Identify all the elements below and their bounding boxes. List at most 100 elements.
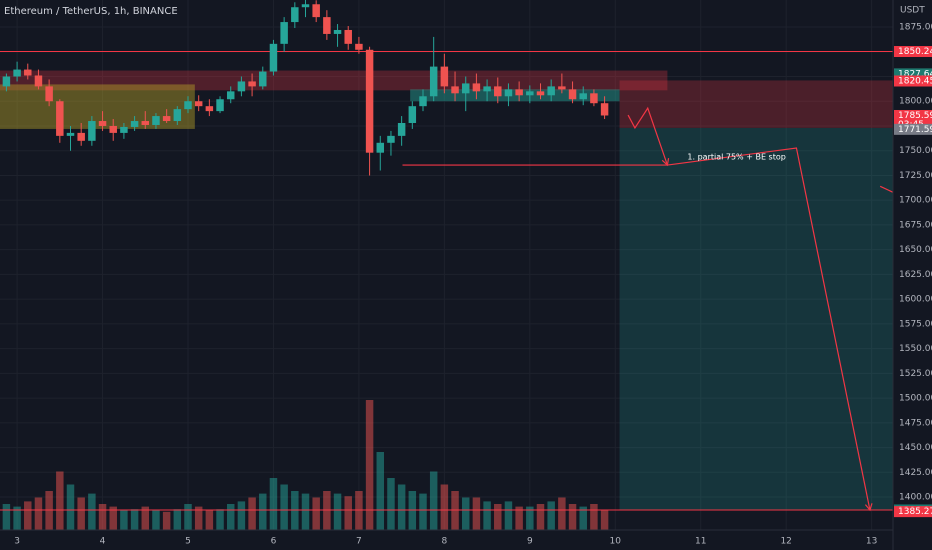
candle-body <box>558 86 566 90</box>
zone <box>619 80 893 128</box>
price-label-bg <box>894 46 932 58</box>
candle-body <box>397 123 406 136</box>
y-tick-label: 1600.00 <box>899 295 932 305</box>
candle-body <box>269 43 278 72</box>
price-label-bg <box>894 506 932 518</box>
volume-bar <box>408 491 417 530</box>
candle-body <box>45 86 53 102</box>
volume-bar <box>397 484 406 530</box>
volume-bar <box>472 497 481 530</box>
y-tick-label: 1450.00 <box>899 443 932 453</box>
chart-title: Ethereum / TetherUS, 1h, BINANCE <box>4 6 178 17</box>
candle-body <box>141 121 150 125</box>
volume-bar <box>344 496 352 530</box>
candle-body <box>408 106 417 124</box>
price-label: 1820.45 <box>898 76 932 86</box>
volume-bar <box>376 452 385 530</box>
volume-bar <box>312 497 320 530</box>
x-tick-label: 7 <box>356 537 362 547</box>
trend-drawing <box>627 106 668 166</box>
y-tick-label: 1700.00 <box>899 196 932 206</box>
candle-body <box>451 86 459 94</box>
volume-bar <box>194 506 203 530</box>
candle-body <box>98 121 107 126</box>
annotation: 1. partial 75% + BE stop <box>687 153 785 162</box>
candle-body <box>66 132 75 136</box>
volume-bar <box>579 506 587 530</box>
volume-bar <box>98 504 107 530</box>
volume-bar <box>419 493 427 530</box>
zone <box>619 127 893 510</box>
volume-bar <box>130 509 139 530</box>
y-tick-label: 1875.00 <box>899 23 932 33</box>
x-tick-label: 10 <box>610 537 622 547</box>
volume-bar <box>280 484 288 530</box>
x-tick-label: 12 <box>780 537 791 547</box>
candle-body <box>494 86 502 97</box>
back-layer <box>0 0 893 530</box>
y-tick-label: 1525.00 <box>899 369 932 379</box>
candle-body <box>526 91 534 96</box>
y-tick-label: 1625.00 <box>899 270 932 280</box>
candle-body <box>483 86 491 92</box>
volume-bar <box>248 497 256 530</box>
candle-body <box>376 142 385 153</box>
candle-body <box>429 66 438 97</box>
x-tick-label: 4 <box>100 537 106 547</box>
candle-body <box>88 121 96 141</box>
candle-body <box>504 89 513 97</box>
zone <box>410 89 620 102</box>
candle-body <box>34 75 43 87</box>
x-tick-label: 11 <box>695 537 706 547</box>
zone <box>0 84 195 129</box>
candle-body <box>365 49 374 153</box>
volume-bar <box>34 497 43 530</box>
volume-bar <box>205 510 214 530</box>
volume-bar <box>184 504 192 530</box>
candle-body <box>152 116 160 125</box>
y-tick-label: 1650.00 <box>899 245 932 255</box>
candle-body <box>312 4 320 18</box>
candle-body <box>472 83 481 92</box>
y-tick-label: 1400.00 <box>899 493 932 503</box>
candle-body <box>344 29 352 44</box>
candle-body <box>216 99 224 112</box>
volume-bar <box>355 491 363 530</box>
candle-body <box>515 89 523 96</box>
candle-body <box>461 83 470 94</box>
y-tick-label: 1725.00 <box>899 171 932 181</box>
volume-bar <box>216 509 224 530</box>
volume-bar <box>13 506 21 530</box>
trend-drawing <box>879 185 894 193</box>
y-tick-label: 1475.00 <box>899 418 932 428</box>
price-label: 1385.27 <box>898 507 932 517</box>
volume-bar <box>45 491 53 530</box>
y-tick-label: 1750.00 <box>899 146 932 156</box>
y-tick-label: 1575.00 <box>899 319 932 329</box>
candle-body <box>355 43 363 50</box>
candle-body <box>248 81 256 87</box>
candle-body <box>13 69 21 77</box>
volume-bar <box>590 504 598 530</box>
volume-bar <box>323 491 331 530</box>
volume-bar <box>269 478 278 530</box>
candle-body <box>162 116 171 122</box>
volume-bar <box>141 506 150 530</box>
arrow-head <box>864 503 873 512</box>
price-label: 1827.64 <box>898 69 932 79</box>
volume-bar <box>568 504 577 530</box>
candle-body <box>173 109 182 122</box>
trend-drawing <box>667 147 871 511</box>
candle-body <box>536 91 545 96</box>
price-label: 1850.24 <box>898 47 932 57</box>
candle-body <box>130 121 139 127</box>
candle-body <box>184 101 192 110</box>
volume-bar <box>56 471 64 530</box>
x-tick-label: 9 <box>527 537 533 547</box>
candle-body <box>600 103 609 116</box>
candle-body <box>205 106 214 112</box>
candle-body <box>259 71 267 87</box>
volume-bar <box>451 491 459 530</box>
volume-bar <box>600 510 609 530</box>
candle-body <box>323 17 331 34</box>
